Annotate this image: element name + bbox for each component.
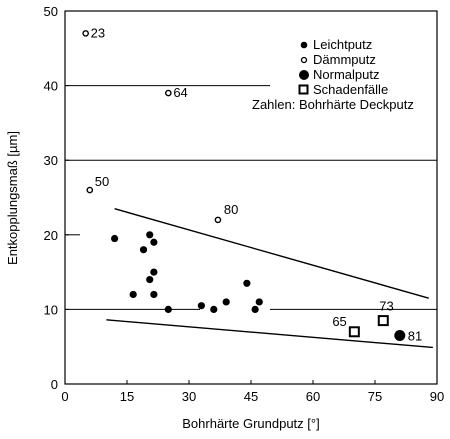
- legend-marker-normalputz: [299, 70, 309, 80]
- legend-label-schadenfaelle: Schadenfälle: [313, 82, 388, 97]
- x-tick-label-75: 75: [368, 389, 382, 404]
- point-leichtputz-13: [243, 279, 251, 287]
- point-schadenf-lle-2: [377, 315, 389, 327]
- y-axis-ticks: 0 10 20 30 40 50: [44, 4, 69, 392]
- point-normalputz-1: [394, 330, 406, 342]
- x-tick-label-90: 90: [430, 389, 444, 404]
- point-leichtputz-4: [146, 231, 154, 239]
- x-tick-label-60: 60: [306, 389, 320, 404]
- point-leichtputz-3: [139, 246, 148, 254]
- point-leichtputz-8: [150, 238, 158, 246]
- gridlines: [65, 85, 437, 310]
- point-label-23: 23: [91, 25, 105, 40]
- point-leichtputz-5: [146, 275, 154, 284]
- legend-marker-schadenfaelle: [298, 84, 309, 95]
- point-leichtputz-1: [111, 234, 119, 243]
- point-leichtputz-6: [150, 268, 158, 276]
- point-leichtputz-14: [251, 305, 259, 313]
- legend-label-leichtputz: Leichtputz: [313, 37, 372, 52]
- point-leichtputz-11: [210, 305, 218, 313]
- y-tick-label-30: 30: [44, 153, 58, 168]
- point-labels: 23 64 50 80 81 65 73: [91, 25, 423, 343]
- legend-note: Zahlen: Bohrhärte Deckputz: [252, 97, 414, 112]
- point-label-64: 64: [173, 85, 187, 100]
- point-d-mmputz-3: [86, 186, 94, 194]
- point-label-80: 80: [224, 202, 238, 217]
- plot-frame: [64, 10, 438, 385]
- x-axis-ticks: 0 15 30 45 60 75 90: [61, 380, 444, 404]
- y-tick-label-20: 20: [44, 228, 58, 243]
- legend-label-daemmputz: Dämmputz: [313, 52, 376, 67]
- x-tick-label-45: 45: [244, 389, 258, 404]
- point-label-65: 65: [332, 314, 346, 329]
- point-label-73: 73: [379, 299, 393, 314]
- legend: Leichtputz Dämmputz Normalputz Schadenfä…: [252, 37, 414, 112]
- y-axis-label: Entkopplungsmaß [µm]: [5, 131, 20, 265]
- point-leichtputz-10: [197, 302, 205, 310]
- y-tick-label-10: 10: [44, 302, 58, 317]
- y-tick-label-50: 50: [44, 4, 58, 19]
- point-leichtputz-15: [255, 298, 263, 306]
- trend-line-2: [106, 319, 433, 349]
- x-tick-label-30: 30: [182, 389, 196, 404]
- x-tick-label-0: 0: [61, 389, 68, 404]
- point-schadenf-lle-1: [348, 326, 360, 338]
- trend-lines: [106, 208, 433, 349]
- point-leichtputz-9: [164, 305, 172, 313]
- y-tick-label-40: 40: [44, 79, 58, 94]
- point-label-81: 81: [408, 329, 422, 344]
- point-leichtputz-12: [222, 298, 230, 306]
- x-tick-label-15: 15: [120, 389, 134, 404]
- legend-marker-daemmputz: [300, 56, 308, 64]
- point-d-mmputz-1: [82, 30, 89, 37]
- x-axis-label: Bohrhärte Grundputz [°]: [182, 416, 319, 431]
- point-leichtputz-7: [150, 290, 158, 299]
- trend-line-1: [114, 208, 429, 299]
- point-label-50: 50: [95, 174, 109, 189]
- point-leichtputz-2: [129, 290, 137, 299]
- legend-label-normalputz: Normalputz: [313, 67, 379, 82]
- legend-marker-leichtputz: [300, 41, 308, 49]
- point-d-mmputz-4: [214, 216, 222, 224]
- point-d-mmputz-2: [165, 89, 172, 97]
- y-tick-label-0: 0: [51, 377, 58, 392]
- data-points: [82, 30, 406, 342]
